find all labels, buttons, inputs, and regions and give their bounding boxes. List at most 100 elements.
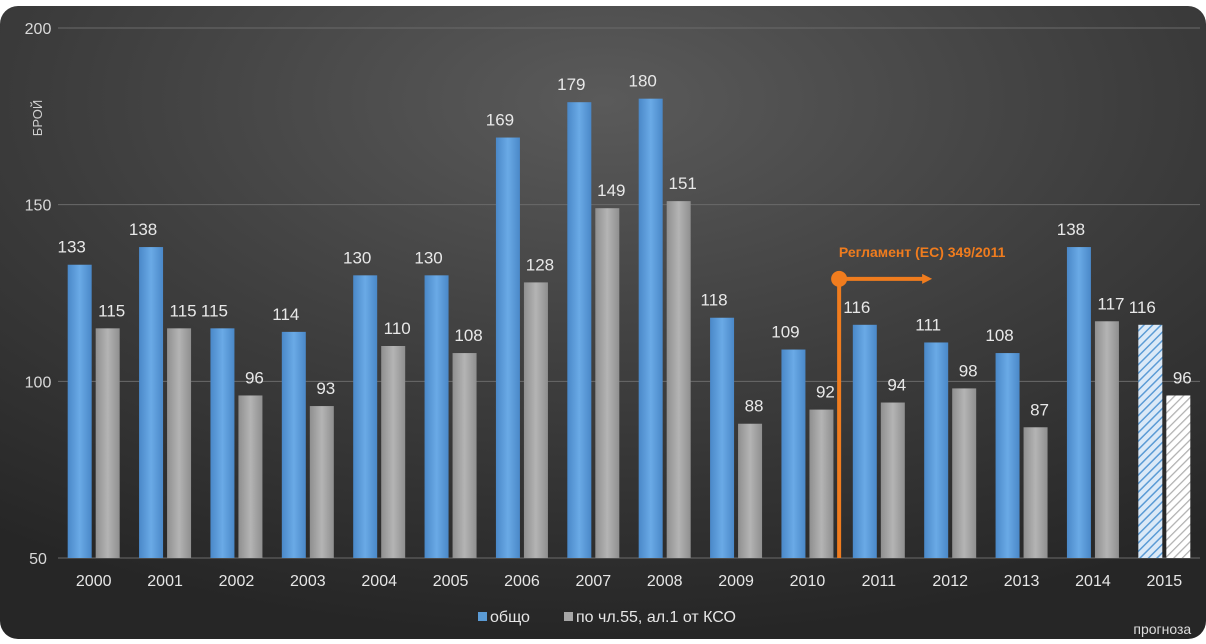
data-label: 88: [745, 397, 764, 416]
bar-total-2005: [424, 275, 449, 558]
bar-art55-2014: [1094, 321, 1119, 558]
bar-total-2000: [67, 264, 92, 558]
y-axis-label: БРОЙ: [30, 100, 45, 136]
bar-total-2010: [781, 349, 806, 558]
x-tick-label: 2014: [1075, 573, 1111, 590]
x-tick-label: 2003: [290, 573, 326, 590]
data-label: 117: [1097, 294, 1124, 313]
data-label: 115: [98, 301, 125, 320]
data-label: 115: [201, 301, 228, 320]
y-axis-tick-labels: 50 100 150 200: [25, 21, 52, 568]
bar-art55-2011: [880, 402, 905, 558]
x-tick-label: 2002: [219, 573, 255, 590]
bar-total-2008: [638, 98, 663, 559]
data-label: 110: [384, 319, 411, 338]
bar-art55-2004: [381, 346, 406, 558]
data-label: 179: [557, 75, 585, 94]
legend-label-total: общо: [490, 609, 530, 626]
bar-art55-2012: [952, 388, 977, 558]
x-tick-label: 2009: [718, 573, 754, 590]
data-label: 93: [316, 379, 335, 398]
bar-art55-2013: [1023, 427, 1048, 558]
x-tick-label: 2012: [932, 573, 968, 590]
data-label: 149: [597, 181, 625, 200]
data-label: 92: [816, 383, 835, 402]
data-label: 94: [887, 376, 906, 395]
data-label: 133: [58, 238, 86, 257]
bar-art55-2007: [595, 208, 620, 558]
data-label: 116: [1129, 298, 1156, 317]
bar-art55-2002: [238, 395, 263, 558]
legend-swatch-total: [478, 612, 487, 621]
data-label: 109: [771, 323, 799, 342]
bar-art55-2010: [809, 409, 834, 558]
x-tick-label: 2004: [361, 573, 397, 590]
x-tick-label: 2005: [433, 573, 469, 590]
data-label: 130: [414, 248, 442, 267]
x-tick-label: 2007: [576, 573, 612, 590]
data-label: 169: [486, 111, 514, 130]
bar-total-2012: [924, 342, 949, 558]
x-tick-label: 2008: [647, 573, 683, 590]
data-label: 111: [915, 315, 941, 334]
data-label: 96: [245, 368, 264, 387]
data-label: 96: [1173, 368, 1192, 387]
data-label: 87: [1030, 400, 1049, 419]
bar-art55-2000: [95, 328, 120, 558]
data-label: 128: [526, 255, 554, 274]
bar-total-2009: [710, 317, 735, 558]
annotation-dot: [831, 270, 848, 287]
bar-total-2001: [139, 247, 164, 559]
bar-total-2006: [495, 137, 520, 559]
bar-total-2014: [1066, 247, 1091, 559]
x-tick-label: 2000: [76, 573, 112, 590]
bar-art55-2001: [167, 328, 192, 558]
x-tick-label: 2011: [862, 573, 897, 590]
data-label: 108: [454, 326, 482, 345]
bar-total-2013: [995, 353, 1020, 558]
bar-total-2011: [852, 324, 877, 558]
data-label: 130: [343, 248, 371, 267]
data-label: 138: [129, 220, 157, 239]
data-label: 118: [701, 291, 728, 310]
data-label: 138: [1057, 220, 1085, 239]
x-tick-label: 2001: [147, 573, 183, 590]
bar-total-2002: [210, 328, 235, 558]
annotation-label: Регламент (ЕС) 349/2011: [839, 244, 1006, 260]
legend-label-art55: по чл.55, ал.1 от КСО: [576, 609, 736, 626]
data-label: 114: [272, 305, 299, 324]
legend: общо по чл.55, ал.1 от КСО: [478, 609, 736, 626]
bar-total-2004: [353, 275, 378, 558]
x-tick-label: 2013: [1004, 573, 1040, 590]
legend-swatch-art55: [564, 612, 573, 621]
bar-total-2003: [281, 331, 306, 558]
y-tick-label: 50: [29, 551, 47, 568]
bars: [67, 98, 1191, 559]
x-axis-tick-labels: 2000 2001 2002 2003 2004 2005 2006 2007 2008 2009…: [76, 573, 1182, 590]
x-tick-label: 2006: [504, 573, 540, 590]
bar-art55-2005: [452, 353, 477, 558]
bar-art55-2015: [1166, 395, 1191, 558]
bar-total-2007: [567, 102, 592, 558]
data-label: 115: [170, 301, 197, 320]
y-tick-label: 200: [25, 21, 52, 38]
forecast-label: прогноза: [1133, 621, 1191, 637]
regulation-annotation: Регламент (ЕС) 349/2011: [831, 244, 1006, 558]
bar-art55-2006: [523, 282, 548, 558]
x-tick-label: 2015: [1147, 573, 1183, 590]
data-label: 180: [629, 72, 657, 91]
data-label: 151: [669, 174, 697, 193]
data-label: 108: [985, 326, 1013, 345]
bar-art55-2009: [738, 423, 763, 558]
bar-art55-2008: [666, 201, 691, 558]
y-tick-label: 100: [25, 374, 52, 391]
x-tick-label: 2010: [790, 573, 826, 590]
y-tick-label: 150: [25, 198, 52, 215]
data-label: 116: [843, 298, 870, 317]
data-label: 98: [959, 361, 978, 380]
bar-art55-2003: [309, 406, 334, 558]
bar-total-2015: [1138, 324, 1163, 558]
